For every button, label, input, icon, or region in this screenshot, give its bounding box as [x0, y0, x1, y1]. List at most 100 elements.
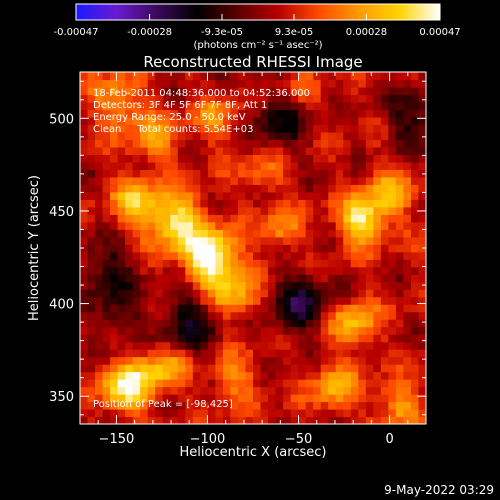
heatmap-cell [283, 131, 292, 140]
heatmap-cell [298, 176, 307, 185]
heatmap-cell [380, 109, 389, 118]
heatmap-cell [80, 296, 89, 305]
heatmap-cell [102, 251, 111, 260]
heatmap-cell [110, 169, 119, 178]
heatmap-cell [388, 146, 397, 155]
heatmap-cell [125, 86, 134, 96]
heatmap-cell [328, 349, 337, 358]
heatmap-cell [222, 319, 232, 328]
heatmap-cell [410, 199, 420, 208]
heatmap-cell [207, 251, 216, 260]
heatmap-cell [207, 274, 216, 283]
heatmap-cell [283, 296, 292, 305]
heatmap-cell [230, 101, 239, 111]
heatmap-cell [170, 259, 179, 268]
heatmap-cell [305, 109, 314, 118]
heatmap-cell [132, 401, 141, 410]
heatmap-cell [350, 341, 359, 350]
heatmap-cell [290, 319, 299, 328]
heatmap-cell [335, 266, 344, 275]
heatmap-cell [305, 311, 314, 320]
heatmap-cell [305, 296, 314, 305]
heatmap-cell [230, 139, 239, 148]
heatmap-cell [298, 109, 307, 118]
heatmap-cell [395, 79, 405, 88]
heatmap-cell [320, 72, 329, 81]
heatmap-cell [222, 326, 232, 335]
heatmap-cell [245, 206, 254, 215]
heatmap-cell [132, 281, 141, 290]
heatmap-cell [192, 379, 201, 388]
heatmap-cell [245, 349, 254, 358]
heatmap-cell [253, 236, 262, 245]
heatmap-cell [177, 386, 186, 395]
heatmap-cell [410, 72, 420, 81]
heatmap-cell [117, 154, 126, 163]
heatmap-cell [380, 319, 389, 328]
heatmap-cell [290, 251, 299, 260]
heatmap-cell [200, 319, 209, 328]
heatmap-cell [237, 221, 247, 230]
heatmap-cell [343, 289, 352, 298]
heatmap-cell [268, 311, 277, 320]
heatmap-cell [237, 304, 247, 313]
heatmap-cell [110, 116, 119, 126]
heatmap-cell [388, 131, 397, 140]
heatmap-cell [162, 409, 171, 418]
heatmap-cell [275, 206, 284, 215]
heatmap-cell [155, 72, 164, 81]
heatmap-cell [117, 221, 126, 230]
heatmap-cell [132, 139, 141, 148]
heatmap-cell [365, 416, 374, 424]
heatmap-cell [87, 311, 96, 320]
heatmap-cell [110, 131, 119, 140]
heatmap-cell [95, 319, 104, 328]
heatmap-cell [365, 79, 374, 88]
heatmap-cell [410, 311, 420, 320]
heatmap-cell [260, 274, 269, 283]
heatmap-cell [155, 341, 164, 350]
heatmap-cell [162, 72, 171, 81]
heatmap-cell [260, 371, 269, 380]
heatmap-cell [102, 379, 111, 388]
heatmap-cell [110, 304, 119, 313]
heatmap-cell [313, 274, 322, 283]
heatmap-cell [343, 214, 352, 223]
heatmap-cell [237, 311, 247, 320]
heatmap-cell [102, 341, 111, 350]
heatmap-cell [140, 169, 149, 178]
heatmap-cell [275, 266, 284, 275]
heatmap-cell [298, 251, 307, 260]
heatmap-cell [102, 86, 111, 96]
heatmap-cell [215, 86, 224, 96]
heatmap-cell [275, 371, 284, 380]
heatmap-cell [260, 304, 269, 313]
heatmap-cell [147, 131, 156, 140]
heatmap-cell [117, 386, 126, 395]
heatmap-cell [305, 214, 314, 223]
heatmap-cell [410, 266, 420, 275]
heatmap-cell [268, 72, 277, 81]
heatmap-cell [185, 94, 194, 103]
heatmap-cell [403, 79, 412, 88]
heatmap-cell [335, 341, 344, 350]
heatmap-cell [207, 409, 216, 418]
heatmap-cell [350, 169, 359, 178]
heatmap-cell [117, 79, 126, 88]
heatmap-cell [102, 266, 111, 275]
heatmap-cell [245, 72, 254, 81]
heatmap-cell [215, 401, 224, 410]
heatmap-cell [177, 311, 186, 320]
heatmap-cell [117, 356, 126, 365]
heatmap-cell [328, 86, 337, 96]
heatmap-cell [253, 214, 262, 223]
heatmap-cell [110, 371, 119, 380]
heatmap-cell [230, 386, 239, 395]
heatmap-cell [87, 364, 96, 373]
heatmap-cell [207, 401, 216, 410]
heatmap-cell [245, 154, 254, 163]
heatmap-cell [343, 386, 352, 395]
heatmap-cell [275, 259, 284, 268]
heatmap-cell [147, 86, 156, 96]
heatmap-cell [275, 169, 284, 178]
